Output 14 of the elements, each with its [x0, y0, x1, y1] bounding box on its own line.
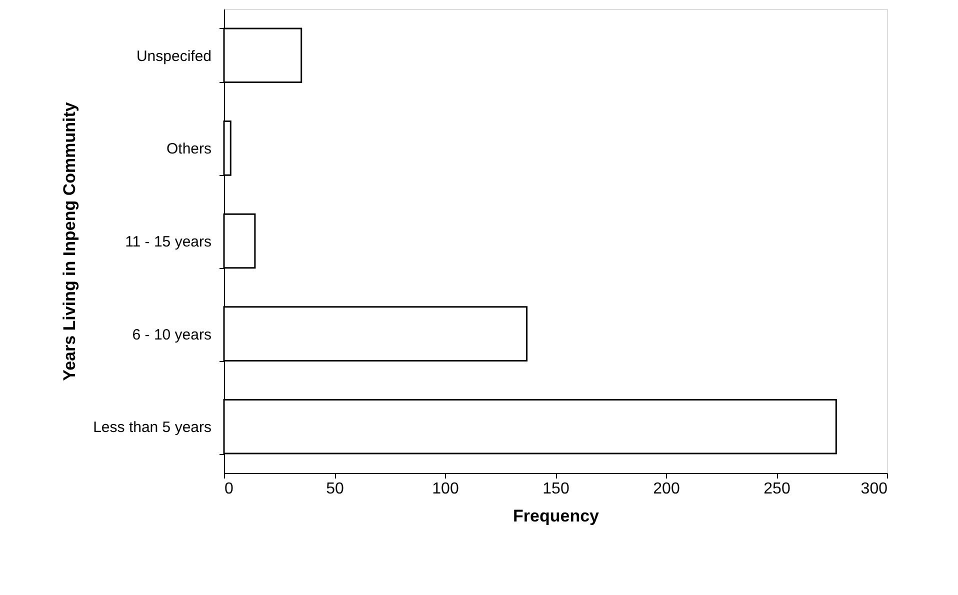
- x-axis-title: Frequency: [513, 506, 600, 526]
- x-tick-label: 300: [860, 480, 888, 498]
- y-tick-label: Others: [166, 140, 212, 158]
- x-tick-label: 250: [764, 480, 790, 498]
- y-tick-label: 6 - 10 years: [132, 326, 212, 344]
- x-tick-label: 100: [432, 480, 459, 498]
- y-axis-title: Years Living in Inpeng Community: [60, 102, 80, 381]
- y-tick-label: 11 - 15 years: [125, 234, 212, 250]
- x-tick-label: 150: [542, 480, 570, 498]
- x-tick-label: 50: [326, 480, 344, 498]
- x-tick-label: 200: [653, 480, 680, 498]
- y-tick-label: Less than 5 years: [93, 419, 212, 436]
- y-tick-label: Unspecifed: [136, 48, 212, 65]
- x-tick-label: 0: [224, 480, 234, 498]
